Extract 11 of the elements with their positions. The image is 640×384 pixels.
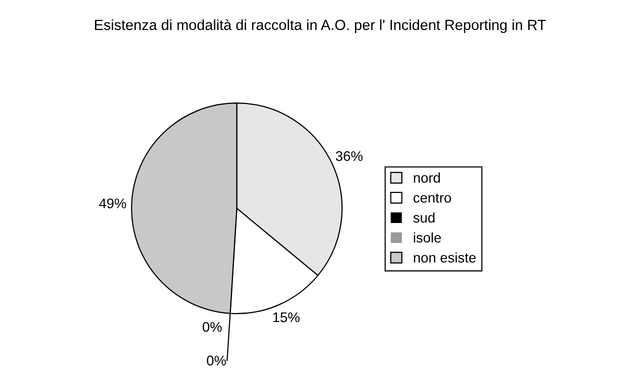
legend-label: non esiste	[414, 252, 476, 263]
text: 0%	[206, 356, 226, 366]
legend-label: nord	[414, 172, 440, 183]
legend-label: sud	[413, 212, 434, 223]
text: 0%	[202, 322, 222, 332]
chart-title: Esistenza di modalità di raccolta in A.O. per l' Incident Reporting in RT	[95, 19, 546, 33]
legend-label: isole	[414, 232, 441, 243]
data-label: 15%	[273, 312, 300, 322]
data-label: 36%	[336, 151, 363, 161]
legend-label: centro	[414, 194, 451, 203]
data-label: 49%	[99, 198, 126, 208]
